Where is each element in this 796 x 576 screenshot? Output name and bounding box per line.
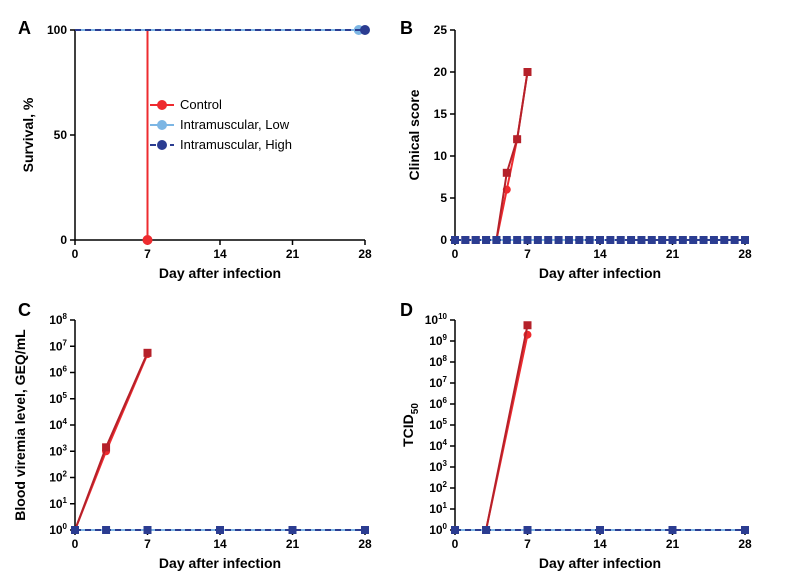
svg-text:14: 14 [213, 537, 227, 551]
svg-text:7: 7 [144, 537, 151, 551]
svg-text:Day after infection: Day after infection [159, 265, 281, 281]
panel-label-d: D [400, 300, 413, 321]
svg-text:0: 0 [452, 537, 459, 551]
svg-text:Control: Control [180, 97, 222, 112]
svg-text:107: 107 [429, 375, 447, 390]
svg-text:21: 21 [286, 537, 300, 551]
svg-text:Clinical score: Clinical score [406, 89, 422, 180]
svg-text:Blood viremia level, GEQ/mL: Blood viremia level, GEQ/mL [12, 329, 28, 521]
svg-text:101: 101 [429, 501, 447, 516]
svg-text:0: 0 [72, 247, 79, 261]
svg-text:Day after infection: Day after infection [159, 555, 281, 571]
svg-text:TCID50: TCID50 [400, 403, 421, 447]
svg-text:21: 21 [666, 247, 680, 261]
svg-text:105: 105 [49, 391, 67, 406]
svg-text:50: 50 [54, 128, 68, 142]
figure-svg: 07142128050100Day after infectionSurviva… [0, 0, 796, 571]
svg-text:104: 104 [429, 438, 447, 453]
svg-text:0: 0 [452, 247, 459, 261]
svg-text:102: 102 [49, 470, 67, 485]
svg-text:0: 0 [72, 537, 79, 551]
svg-text:14: 14 [593, 247, 607, 261]
svg-text:109: 109 [429, 333, 447, 348]
svg-text:0: 0 [60, 233, 67, 247]
svg-text:20: 20 [434, 65, 448, 79]
svg-text:100: 100 [49, 522, 67, 537]
panel-label-c: C [18, 300, 31, 321]
panel-label-a: A [18, 18, 31, 39]
svg-text:100: 100 [429, 522, 447, 537]
svg-text:14: 14 [213, 247, 227, 261]
svg-text:7: 7 [144, 247, 151, 261]
svg-text:5: 5 [440, 191, 447, 205]
svg-text:14: 14 [593, 537, 607, 551]
svg-text:7: 7 [524, 247, 531, 261]
svg-text:104: 104 [49, 417, 67, 432]
svg-text:Intramuscular, High: Intramuscular, High [180, 137, 292, 152]
svg-text:1010: 1010 [425, 312, 448, 327]
svg-text:28: 28 [358, 247, 372, 261]
svg-text:25: 25 [434, 23, 448, 37]
svg-text:28: 28 [738, 537, 752, 551]
svg-text:103: 103 [429, 459, 447, 474]
svg-text:102: 102 [429, 480, 447, 495]
svg-text:21: 21 [666, 537, 680, 551]
figure: A B C D 07142128050100Day after infectio… [0, 0, 796, 571]
svg-text:7: 7 [524, 537, 531, 551]
svg-text:105: 105 [429, 417, 447, 432]
panel-label-b: B [400, 18, 413, 39]
svg-text:28: 28 [738, 247, 752, 261]
svg-text:21: 21 [286, 247, 300, 261]
svg-text:Day after infection: Day after infection [539, 555, 661, 571]
svg-text:107: 107 [49, 338, 67, 353]
svg-text:106: 106 [429, 396, 447, 411]
svg-text:15: 15 [434, 107, 448, 121]
svg-text:Survival, %: Survival, % [20, 97, 36, 172]
svg-text:10: 10 [434, 149, 448, 163]
svg-text:0: 0 [440, 233, 447, 247]
svg-text:103: 103 [49, 443, 67, 458]
svg-text:101: 101 [49, 496, 67, 511]
svg-text:28: 28 [358, 537, 372, 551]
svg-text:108: 108 [49, 312, 67, 327]
svg-text:100: 100 [47, 23, 67, 37]
svg-text:108: 108 [429, 354, 447, 369]
svg-text:106: 106 [49, 365, 67, 380]
svg-text:Intramuscular, Low: Intramuscular, Low [180, 117, 290, 132]
svg-text:Day after infection: Day after infection [539, 265, 661, 281]
